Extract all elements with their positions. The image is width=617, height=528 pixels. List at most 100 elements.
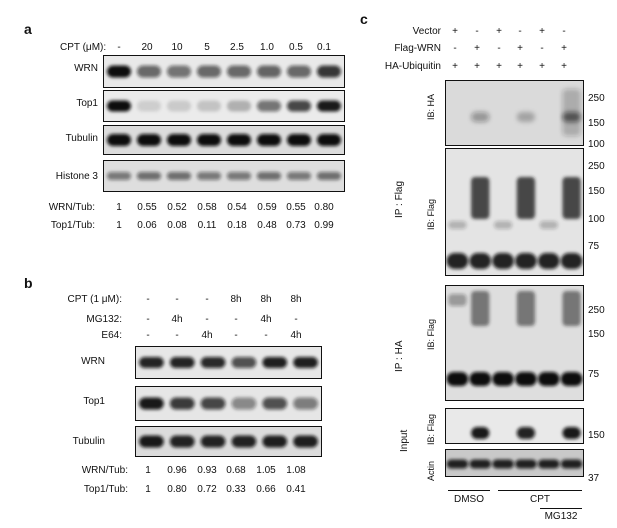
treatment-value-b: -	[146, 314, 150, 325]
ratio-value-a: 1	[116, 220, 122, 231]
svg-c4-band-3	[515, 459, 537, 469]
blot-label-top1: Top1	[76, 98, 98, 109]
ib-ha-label: IB: HA	[426, 93, 436, 120]
row-value-c: +	[517, 61, 523, 72]
svg-c2-band-0	[446, 372, 469, 386]
row-value-c: -	[518, 26, 522, 37]
blot-c-ip-ha-ib-flag	[445, 285, 584, 401]
svg-a3-band-7	[317, 172, 341, 180]
svg-b0-band-2	[200, 357, 226, 368]
svg-a2-band-0	[107, 134, 131, 146]
ratio-value-a: 0.58	[197, 202, 217, 213]
mw-marker: 75	[588, 241, 600, 252]
ratio-value-b: 0.80	[167, 484, 187, 495]
svg-a0-band-6	[287, 65, 311, 78]
svg-a3-band-4	[227, 172, 251, 180]
blot-c-actin	[445, 449, 584, 477]
mw-marker: 150	[588, 329, 605, 340]
mw-marker: 150	[588, 118, 605, 129]
ratio-value-a: 0.54	[227, 202, 247, 213]
ratio-value-a: 0.18	[227, 220, 247, 231]
svg-c1-smear-4	[539, 221, 558, 229]
treatment-value-b: -	[205, 314, 209, 325]
svg-a2-band-6	[287, 134, 311, 146]
ratio-value-a: 0.99	[314, 220, 334, 231]
svg-b1-band-1	[169, 397, 195, 410]
row-value-c: -	[497, 43, 501, 54]
treatment-value-b: 8h	[230, 294, 242, 305]
svg-a2-band-1	[137, 134, 161, 146]
svg-c1-band-1	[469, 253, 492, 269]
mw-marker: 150	[588, 430, 605, 441]
svg-c1-band-3	[515, 253, 537, 269]
ib-flag-label-2: IB: Flag	[426, 318, 436, 350]
svg-c1-band-4	[537, 253, 560, 269]
row-label-ha-ubiquitin: HA-Ubiquitin	[384, 61, 441, 72]
blot-c-ip-flag-ib-flag	[445, 148, 584, 276]
blot-a-wrn	[103, 55, 345, 88]
svg-b2-band-5	[293, 435, 318, 448]
svg-c1-smear-5	[562, 177, 581, 219]
row-value-c: -	[540, 43, 544, 54]
svg-b1-band-4	[262, 397, 288, 410]
ratio-value-a: 0.08	[167, 220, 187, 231]
svg-c2-band-5	[560, 372, 583, 386]
mw-marker: 75	[588, 369, 600, 380]
svg-c1-smear-3	[516, 177, 536, 219]
svg-a3-band-5	[257, 172, 281, 180]
mw-marker: 100	[588, 214, 605, 225]
svg-b0-band-1	[169, 357, 195, 368]
svg-b1-band-2	[200, 397, 226, 410]
svg-c2-smear-1	[471, 291, 490, 326]
treatment-label-e64: E64:	[101, 330, 122, 341]
treatment-value-b: 8h	[260, 294, 272, 305]
svg-a1-band-7	[317, 100, 341, 112]
treatment-value-b: 4h	[171, 314, 183, 325]
ip-ha-label: IP : HA	[394, 340, 405, 373]
svg-a1-band-0	[107, 100, 131, 112]
svg-c2-band-2	[492, 372, 514, 386]
svg-a1-band-4	[227, 100, 251, 112]
ratio-value-a: 0.48	[257, 220, 277, 231]
row-value-c: -	[562, 26, 566, 37]
svg-a3-band-3	[197, 172, 221, 180]
dmso-bracket	[448, 490, 490, 491]
input-label: Input	[399, 429, 410, 452]
ratio-value-a: 0.52	[167, 202, 187, 213]
svg-b0-band-5	[293, 357, 318, 368]
svg-c2-smear-5	[562, 291, 581, 326]
row-value-c: +	[539, 61, 545, 72]
ratio-value-b: 0.93	[197, 465, 217, 476]
lane-label-a: 2.5	[230, 42, 244, 53]
svg-a1-band-3	[197, 100, 221, 112]
treatment-value-b: -	[294, 314, 298, 325]
row-value-c: -	[475, 26, 479, 37]
treatment-value-b: -	[146, 330, 150, 341]
svg-a0-band-0	[107, 65, 131, 78]
treatment-value-b: -	[175, 330, 179, 341]
blot-b-label-top1: Top1	[83, 396, 105, 407]
treatment-value-b: -	[234, 314, 238, 325]
svg-b0-band-0	[139, 357, 164, 368]
cpt-header: CPT (μM):	[60, 42, 107, 53]
row-label-flag-wrn: Flag-WRN	[394, 43, 441, 54]
blot-b-top1	[135, 386, 322, 421]
ratio-value-a: 1	[116, 202, 122, 213]
panel-a-label: a	[24, 21, 32, 37]
lane-label-a: 1.0	[260, 42, 274, 53]
ratio-value-a: 0.73	[286, 220, 306, 231]
blot-b-label-tubulin: Tubulin	[72, 436, 105, 447]
ratio-value-b: 1.08	[286, 465, 306, 476]
svg-b2-band-4	[262, 435, 288, 448]
lane-label-a: 10	[171, 42, 183, 53]
svg-a0-band-2	[167, 65, 191, 78]
panel-b-label: b	[24, 275, 33, 291]
blot-c-input-ib-flag	[445, 408, 584, 444]
row-value-c: +	[561, 43, 567, 54]
ratio-value-b: 1	[145, 465, 151, 476]
svg-b2-band-0	[139, 435, 164, 448]
ratio-label-top1-tub: Top1/Tub:	[50, 220, 95, 231]
svg-c3-band-5	[562, 427, 581, 439]
svg-a0-band-3	[197, 65, 221, 78]
row-value-c: +	[452, 26, 458, 37]
